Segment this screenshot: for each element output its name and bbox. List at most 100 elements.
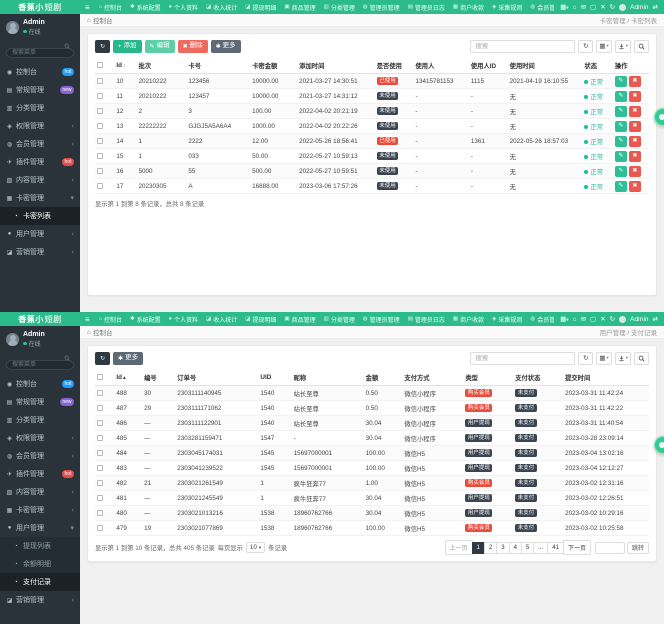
menu-search-input[interactable] (6, 360, 74, 370)
table-row[interactable]: 13 22222222 GJGJ5A5A6A4 1000.00 2022-04-… (95, 118, 649, 134)
logout-icon[interactable]: ⇄ (652, 316, 658, 323)
mail-icon[interactable]: ✉ (580, 316, 587, 323)
topnav-item[interactable]: 收入统计 (202, 0, 241, 14)
row-checkbox[interactable] (97, 92, 103, 99)
row-edit-button[interactable]: ✎ (614, 135, 627, 147)
row-edit-button[interactable]: ✎ (614, 165, 627, 177)
refresh-table-button[interactable]: ↻ (578, 40, 594, 53)
mail-icon[interactable]: ✉ (580, 4, 587, 11)
row-checkbox-cell[interactable] (95, 490, 115, 506)
sidebar-item[interactable]: 内容管理 (0, 171, 80, 189)
row-checkbox-cell[interactable] (95, 385, 115, 401)
refresh-icon[interactable]: ↻ (609, 4, 616, 11)
row-checkbox[interactable] (97, 524, 103, 531)
sidebar-item[interactable]: 权限管理 (0, 117, 80, 135)
topnav-item[interactable]: 个人资料 (165, 0, 202, 14)
row-checkbox[interactable] (97, 494, 103, 501)
column-header[interactable]: 使用人 (413, 58, 469, 74)
row-checkbox[interactable] (97, 434, 103, 441)
sidebar-toggle-icon[interactable]: ≡ (85, 2, 90, 12)
sidebar-item[interactable]: 营销管理 (0, 591, 80, 609)
row-checkbox-cell[interactable] (95, 73, 115, 89)
row-checkbox-cell[interactable] (95, 520, 115, 536)
export-dropdown-button[interactable]: ▾ (614, 40, 631, 53)
breadcrumb[interactable]: ⌂ 控制台 (87, 16, 113, 26)
column-header[interactable]: 卡密金额 (250, 58, 298, 74)
topnav-item[interactable]: 分类管理 (320, 0, 359, 14)
sidebar-item[interactable]: 分类管理 (0, 99, 80, 117)
sidebar-item[interactable]: 内容管理 (0, 483, 80, 501)
topnav-item[interactable]: 管理员管理 (359, 312, 404, 326)
sidebar-item[interactable]: 控制台 hot (0, 375, 80, 393)
sidebar-item[interactable]: 卡密列表 (0, 207, 80, 225)
breadcrumb[interactable]: ⌂ 控制台 (87, 328, 113, 338)
page-button[interactable]: ... (533, 541, 549, 554)
row-delete-button[interactable]: ✖ (628, 90, 641, 102)
page-jump-button[interactable]: 跳转 (626, 541, 649, 554)
row-checkbox[interactable] (97, 389, 103, 396)
sidebar-item[interactable]: 卡密管理 (0, 501, 80, 519)
refresh-table-button[interactable]: ↻ (578, 352, 594, 365)
row-delete-button[interactable]: ✖ (628, 120, 641, 132)
row-checkbox[interactable] (97, 419, 103, 426)
fullscreen-icon[interactable]: ▢ (590, 4, 597, 11)
column-header[interactable]: 状态 (582, 58, 613, 74)
row-edit-button[interactable]: ✎ (614, 180, 627, 192)
row-delete-button[interactable]: ✖ (628, 165, 641, 177)
row-delete-button[interactable]: ✖ (628, 105, 641, 117)
row-delete-button[interactable]: ✖ (628, 75, 641, 87)
sidebar-item[interactable]: 权限管理 (0, 429, 80, 447)
row-checkbox[interactable] (97, 404, 103, 411)
menu-search-input[interactable] (6, 48, 74, 58)
column-header[interactable]: 编号 (142, 370, 176, 386)
table-row[interactable]: 17 20230305 A 16888.00 2023-03-06 17:57:… (95, 178, 649, 194)
column-header[interactable]: 卡号 (186, 58, 251, 74)
table-row[interactable]: 11 20210222 123457 10000.00 2021-03-27 1… (95, 88, 649, 104)
page-button[interactable]: 2 (483, 541, 498, 554)
row-edit-button[interactable]: ✎ (614, 90, 627, 102)
brand-logo[interactable]: 香蕉小 短剧 (0, 312, 80, 326)
row-checkbox[interactable] (97, 137, 103, 144)
page-button[interactable]: 3 (496, 541, 510, 554)
topnav-item[interactable]: 管理员日志 (404, 312, 449, 326)
row-checkbox-cell[interactable] (95, 460, 115, 476)
sidebar-item[interactable]: 分类管理 (0, 411, 80, 429)
row-edit-button[interactable]: ✎ (614, 120, 627, 132)
row-delete-button[interactable]: ✖ (628, 180, 641, 192)
select-all-header[interactable] (95, 58, 115, 74)
toggle-toolbar-button[interactable]: ↻ (95, 40, 111, 53)
row-checkbox[interactable] (97, 479, 103, 486)
admin-menu[interactable]: Admin (630, 3, 649, 11)
sidebar-item[interactable]: 营销管理 (0, 243, 80, 261)
search-button[interactable] (634, 352, 649, 365)
topnav-item[interactable]: 提现明细 (241, 0, 280, 14)
row-checkbox-cell[interactable] (95, 133, 115, 149)
sidebar-item[interactable]: 插件管理 hot (0, 465, 80, 483)
row-checkbox-cell[interactable] (95, 118, 115, 134)
row-checkbox-cell[interactable] (95, 148, 115, 164)
edit-button[interactable]: ✎ 编辑 (144, 40, 175, 53)
export-dropdown-button[interactable]: ▾ (614, 352, 631, 365)
row-checkbox-cell[interactable] (95, 445, 115, 461)
column-header[interactable]: 使用时间 (507, 58, 583, 74)
apps-dropdown-icon[interactable]: ▦▾ (560, 316, 569, 323)
add-button[interactable]: + 添加 (113, 40, 142, 53)
table-row[interactable]: 481 — 2303021245549 1 疯牛狂奔77 30.04 微信H5 … (95, 490, 649, 506)
sidebar-item[interactable]: 插件管理 hot (0, 153, 80, 171)
topnav-item[interactable]: 控制台 (95, 312, 126, 326)
topnav-item[interactable]: 分类管理 (320, 312, 359, 326)
per-page-select[interactable]: 10 ▾ (245, 542, 266, 553)
sidebar-item[interactable]: 控制台 hot (0, 63, 80, 81)
home-icon[interactable]: ⌂ (572, 3, 577, 11)
sidebar-item[interactable]: 会员管理 (0, 135, 80, 153)
row-checkbox[interactable] (97, 509, 103, 516)
page-button[interactable]: 1 (471, 541, 485, 554)
search-button[interactable] (634, 40, 649, 53)
page-button[interactable]: 41 (547, 541, 564, 554)
page-button[interactable]: 5 (520, 541, 535, 554)
topnav-item[interactable]: 系统配置 (126, 312, 165, 326)
next-page-button[interactable]: 下一页 (562, 540, 591, 555)
table-row[interactable]: 480 — 2303021013216 1538 18960762766 30.… (95, 505, 649, 521)
columns-dropdown-button[interactable]: ▦ ▾ (596, 352, 612, 365)
topnav-item[interactable]: 商品管理 (280, 0, 319, 14)
